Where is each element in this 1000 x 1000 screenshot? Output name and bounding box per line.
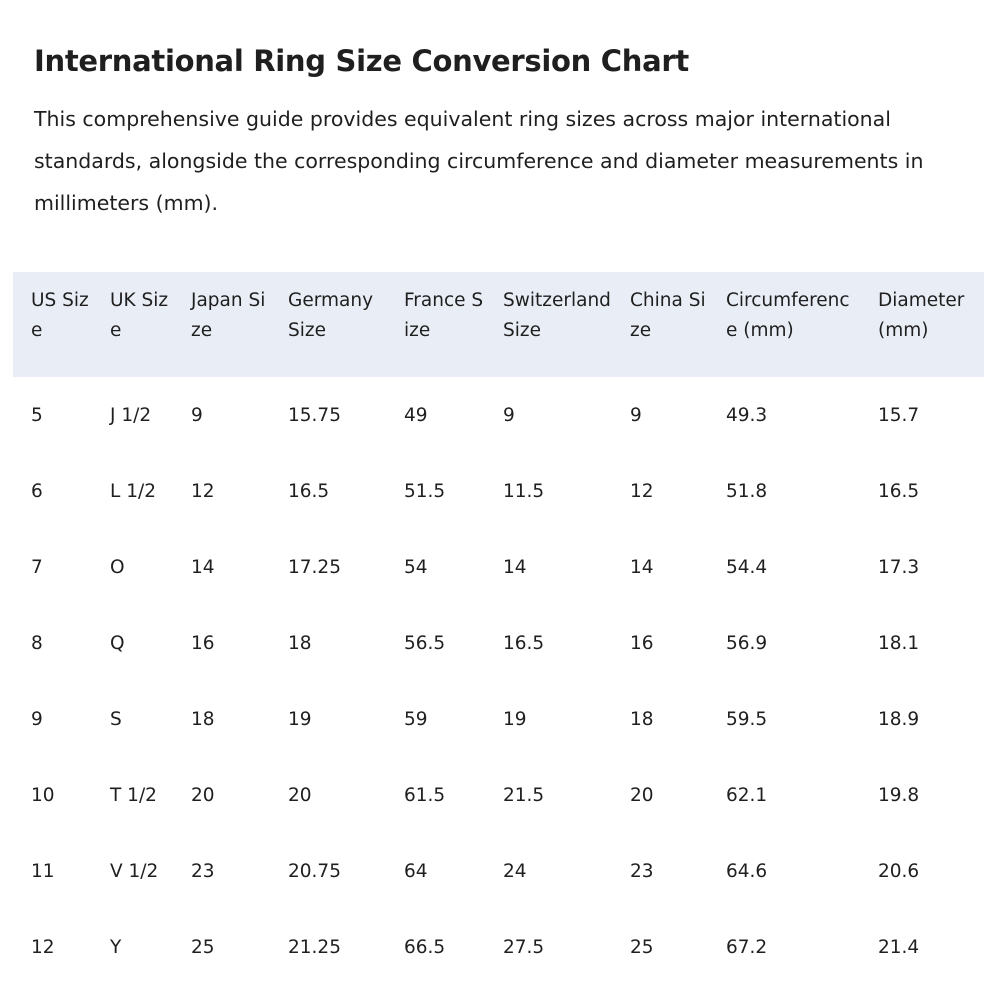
table-cell: 27.5 <box>503 936 545 958</box>
column-header: Japan Size <box>173 272 270 377</box>
table-cell: 16 <box>630 632 654 654</box>
table-cell: 19 <box>503 708 527 730</box>
table-cell: 56.5 <box>404 632 446 654</box>
table-cell: 19 <box>288 708 312 730</box>
table-cell: 9 <box>191 404 203 426</box>
table-cell: 15.75 <box>288 404 341 426</box>
table-row: 11 V 1/2 23 20.75 64 24 23 64.6 20.6 <box>13 833 984 909</box>
table-row: 8 Q 16 18 56.5 16.5 16 56.9 18.1 <box>13 605 984 681</box>
table-cell: 51.5 <box>404 480 446 502</box>
table-cell: 56.9 <box>726 632 768 654</box>
column-header: China Size <box>612 272 708 377</box>
table-cell: 18.9 <box>878 708 920 730</box>
table-cell: 12 <box>31 936 55 958</box>
table-cell: 6 <box>31 480 43 502</box>
table-cell: 7 <box>31 556 43 578</box>
column-header: Circumference (mm) <box>708 272 860 377</box>
table-cell: 21.5 <box>503 784 545 806</box>
table-cell: 8 <box>31 632 43 654</box>
table-cell: 11.5 <box>503 480 545 502</box>
description: This comprehensive guide provides equiva… <box>34 107 924 215</box>
table-cell: 61.5 <box>404 784 446 806</box>
table-cell: 20.6 <box>878 860 920 882</box>
column-header: Diameter (mm) <box>860 272 984 377</box>
table-row: 10 T 1/2 20 20 61.5 21.5 20 62.1 19.8 <box>13 757 984 833</box>
table-cell: Q <box>110 632 125 654</box>
table-cell: 67.2 <box>726 936 768 958</box>
table-cell: 59 <box>404 708 428 730</box>
column-header: Germany Size <box>270 272 386 377</box>
table-cell: 12 <box>191 480 215 502</box>
table-cell: 21.4 <box>878 936 920 958</box>
table-cell: 20 <box>191 784 215 806</box>
table-cell: 64 <box>404 860 428 882</box>
table-cell: 14 <box>503 556 527 578</box>
column-header: UK Size <box>92 272 173 377</box>
table-cell: V 1/2 <box>110 860 159 882</box>
table-cell: 12 <box>630 480 654 502</box>
table-cell: 20 <box>630 784 654 806</box>
column-header: France Size <box>386 272 485 377</box>
table-cell: 17.25 <box>288 556 341 578</box>
table-cell: 59.5 <box>726 708 768 730</box>
table-row: 9 S 18 19 59 19 18 59.5 18.9 <box>13 681 984 757</box>
table-cell: 23 <box>630 860 654 882</box>
header-row: US Size UK Size Japan Size Germany Size Fran… <box>13 272 984 377</box>
table-row: 6 L 1/2 12 16.5 51.5 11.5 12 51.8 16.5 <box>13 453 984 529</box>
table-body: 5 J 1/2 9 15.75 49 9 9 49.3 15.7 6 L 1/2 12 16.5 51.5… <box>13 377 984 985</box>
table-cell: 15.7 <box>878 404 920 426</box>
table-row: 5 J 1/2 9 15.75 49 9 9 49.3 15.7 <box>13 377 984 453</box>
table-cell: 20.75 <box>288 860 341 882</box>
table-cell: 9 <box>31 708 43 730</box>
table-cell: 54 <box>404 556 428 578</box>
table-cell: 25 <box>630 936 654 958</box>
table-cell: 17.3 <box>878 556 920 578</box>
table-cell: 62.1 <box>726 784 768 806</box>
table-row: 7 O 14 17.25 54 14 14 54.4 17.3 <box>13 529 984 605</box>
table-cell: 16.5 <box>878 480 920 502</box>
size-table: US Size UK Size Japan Size Germany Size Fran… <box>13 272 984 985</box>
table-cell: 18 <box>191 708 215 730</box>
table-cell: 19.8 <box>878 784 920 806</box>
table-cell: 18 <box>630 708 654 730</box>
table-cell: 5 <box>31 404 43 426</box>
table-cell: 9 <box>503 404 515 426</box>
table-row: 12 Y 25 21.25 66.5 27.5 25 67.2 21.4 <box>13 909 984 985</box>
table-cell: 54.4 <box>726 556 768 578</box>
table-cell: Y <box>110 936 122 958</box>
table-cell: 16.5 <box>503 632 545 654</box>
table-cell: 18 <box>288 632 312 654</box>
table-cell: S <box>110 708 122 730</box>
table-cell: 16 <box>191 632 215 654</box>
column-header: US Size <box>13 272 92 377</box>
table-cell: T 1/2 <box>110 784 157 806</box>
table-cell: J 1/2 <box>110 404 152 426</box>
table-cell: 25 <box>191 936 215 958</box>
table-cell: 51.8 <box>726 480 768 502</box>
title: International Ring Size Conversion Chart <box>34 44 689 78</box>
table-cell: O <box>110 556 125 578</box>
table-cell: 21.25 <box>288 936 341 958</box>
table-cell: 24 <box>503 860 527 882</box>
table-cell: 49 <box>404 404 428 426</box>
table-cell: 49.3 <box>726 404 768 426</box>
table-cell: 23 <box>191 860 215 882</box>
table-cell: 20 <box>288 784 312 806</box>
table-cell: 10 <box>31 784 55 806</box>
table-cell: 14 <box>191 556 215 578</box>
table-cell: 64.6 <box>726 860 768 882</box>
table-cell: 14 <box>630 556 654 578</box>
table-cell: 9 <box>630 404 642 426</box>
table-cell: 16.5 <box>288 480 330 502</box>
column-header: Switzerland Size <box>485 272 612 377</box>
table-cell: 18.1 <box>878 632 920 654</box>
table-cell: L 1/2 <box>110 480 156 502</box>
table-cell: 66.5 <box>404 936 446 958</box>
table-cell: 11 <box>31 860 55 882</box>
